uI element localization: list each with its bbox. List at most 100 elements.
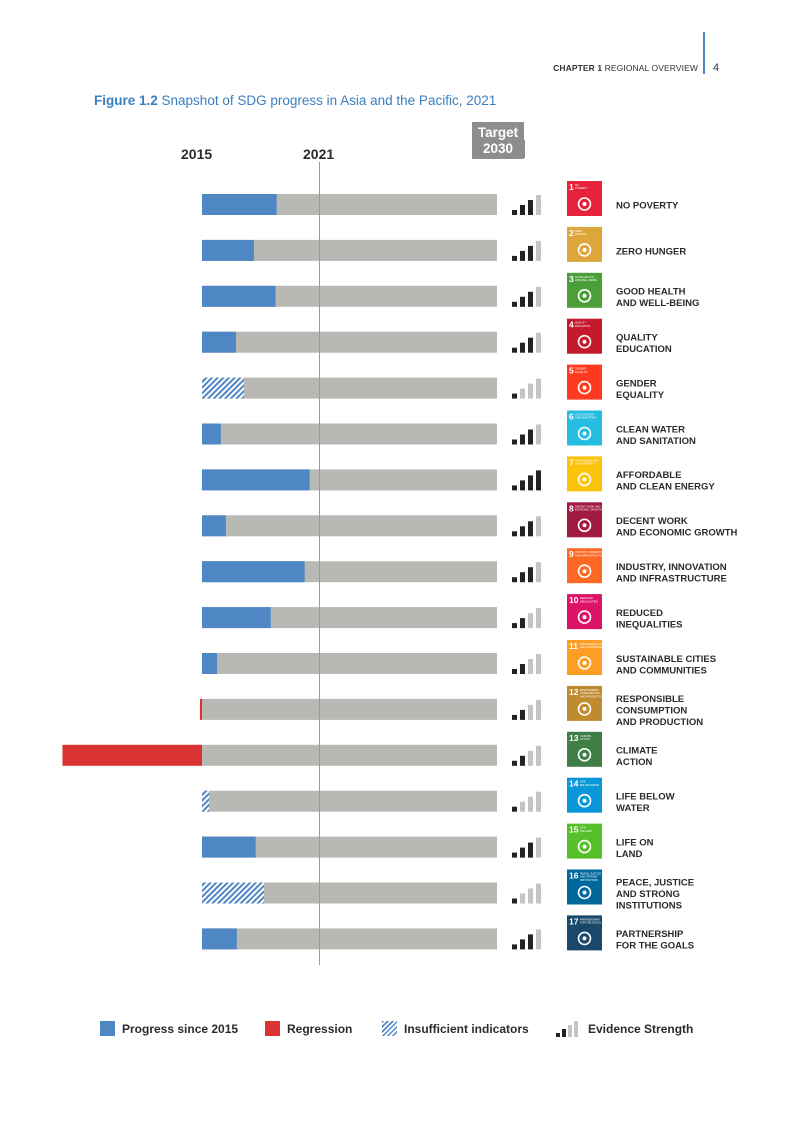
evidence-bar-2-goal-4 [520,342,525,353]
figure-title: Figure 1.2 Snapshot of SDG progress in A… [94,93,496,108]
target-label-line2: 2030 [482,141,514,156]
evidence-bar-4-goal-5 [536,378,541,399]
evidence-bar-2-goal-15 [520,847,525,858]
evidence-bar-4-goal-9 [536,562,541,583]
evidence-bar-3-goal-12 [528,704,533,720]
chapter-header: CHAPTER 1 REGIONAL OVERVIEW [553,63,698,73]
progress-bar-goal-3 [202,285,276,307]
sdg-tile-text-5-2: EQUALITY [575,370,588,374]
legend-evidence: Evidence Strength [556,1021,693,1037]
evidence-bar-3-goal-15 [528,842,533,858]
evidence-bar-2-goal-8 [520,526,525,537]
evidence-bar-2-goal-16 [520,893,525,904]
legend-insufficient-swatch [382,1021,397,1036]
remaining-bar-goal-13 [202,744,497,766]
goal-label-15-line-2: LAND [616,849,643,860]
sdg-tile-text-8-1: DECENT WORK AND [575,504,601,508]
evidence-bar-2-goal-9 [520,572,525,583]
legend: Progress since 2015 Regression Insuffici… [0,1021,793,1041]
sdg-tile-number-15: 15 [569,825,579,835]
evidence-bar-3-goal-7 [528,475,533,491]
goal-label-14-line-2: WATER [616,803,650,814]
sdg-tile-text-9-1: INDUSTRY, INNOVATION [575,550,605,554]
sdg-tile-number-2: 2 [569,228,574,238]
axis-label-2021: 2021 [303,146,335,162]
header-divider [703,32,705,74]
sdg-tile-text-17-1: PARTNERSHIPS [580,917,600,921]
figure-caption: Snapshot of SDG progress in Asia and the… [157,93,497,108]
evidence-bar-4-goal-17 [536,929,541,950]
sdg-tile-text-15-2: ON LAND [580,829,592,833]
goal-label-11-line-1: SUSTAINABLE CITIES [616,654,716,665]
chapter-title: REGIONAL OVERVIEW [602,63,698,73]
sdg-tile-glyph-dot-11 [582,661,587,665]
sdg-tile-text-2-2: HUNGER [575,232,586,236]
sdg-tile-text-4-2: EDUCATION [575,324,590,328]
evidence-bar-2-goal-7 [520,480,525,491]
evidence-strength-goal-8 [512,516,541,537]
remaining-bar-goal-14 [202,790,497,812]
sdg-tile-glyph-14 [577,793,592,808]
sdg-tile-text-9-2: AND INFRASTRUCTURE [575,553,605,557]
sdg-tile-text-7-2: CLEAN ENERGY [575,462,596,466]
evidence-bar-3-goal-17 [528,934,533,950]
evidence-strength-goal-5 [512,378,541,399]
evidence-strength-goal-10 [512,608,541,629]
goal-label-7-line-2: AND CLEAN ENERGY [616,482,715,493]
evidence-bar-2-goal-5 [520,388,525,399]
goal-label-11-line-2: AND COMMUNITIES [616,665,707,676]
evidence-strength-goal-9 [512,562,541,583]
sdg-tile-number-7: 7 [569,457,574,467]
sdg-tile-text-1-2: POVERTY [575,186,588,190]
evidence-bar-1-goal-7 [512,485,517,491]
remaining-bar-goal-6 [202,423,497,445]
regression-bar-goal-12 [199,698,202,720]
sdg-tile-glyph-16 [577,885,592,900]
sdg-tile-glyph-9 [577,564,592,579]
evidence-strength-goal-6 [512,424,541,445]
evidence-bar-1-goal-15 [512,852,517,858]
remaining-bar-goal-17 [202,928,497,950]
legend-progress: Progress since 2015 [100,1021,238,1036]
target-tick [524,140,525,158]
evidence-bar-2-goal-6 [520,434,525,445]
remaining-bar-goal-5 [202,377,497,399]
evidence-bar-4-goal-6 [536,424,541,445]
legend-evidence-icon [556,1021,580,1037]
goal-label-8-line-2: AND ECONOMIC GROWTH [616,528,738,539]
evidence-bar-3-goal-4 [528,337,533,353]
evidence-bar-1-goal-9 [512,577,517,583]
evidence-strength-goal-14 [512,791,541,812]
progress-bar-goal-2 [202,239,254,261]
sdg-tile-glyph-dot-2 [582,247,587,252]
legend-regression-swatch [265,1021,280,1036]
goal-label-13-line-2: ACTION [616,757,653,768]
sdg-tile-text-10-2: INEQUALITIES [580,599,598,603]
remaining-bar-goal-2 [202,239,497,261]
sdg-tile-glyph-dot-16 [582,890,587,895]
evidence-bar-3-goal-13 [528,750,533,766]
legend-progress-label: Progress since 2015 [122,1021,239,1036]
legend-regression-label: Regression [287,1021,353,1036]
insufficient-bar-goal-5 [202,377,244,399]
sdg-tile-glyph-10 [577,610,592,624]
evidence-bar-2-goal-14 [520,801,525,812]
sdg-tile-number-11: 11 [569,641,578,651]
page-number: 4 [713,62,720,74]
sdg-tile-number-5: 5 [569,366,574,376]
evidence-bar-3-goal-5 [528,383,533,399]
